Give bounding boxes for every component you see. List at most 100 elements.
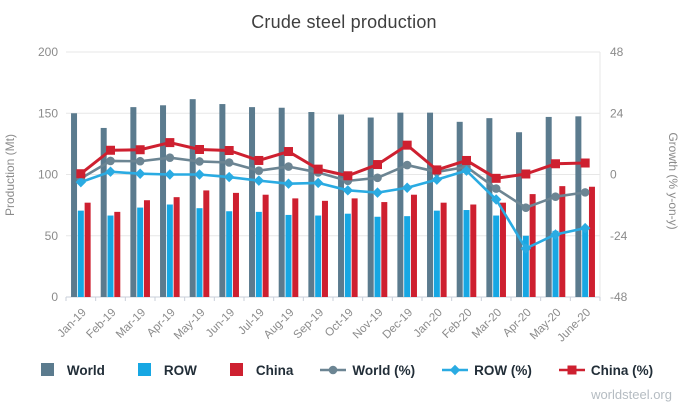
- bar-china: [321, 200, 328, 297]
- marker-square: [135, 145, 145, 155]
- bar-china: [499, 202, 506, 297]
- bar-china: [292, 198, 299, 297]
- marker-diamond: [431, 174, 443, 185]
- bar-world: [278, 107, 285, 297]
- bar-row: [374, 216, 381, 297]
- marker-diamond: [134, 168, 146, 179]
- marker-diamond: [342, 185, 354, 196]
- marker-circle: [551, 192, 560, 202]
- x-axis-label: Nov-19: [351, 307, 386, 342]
- bar-world: [486, 118, 493, 298]
- bar-china: [84, 202, 91, 297]
- bar-row: [77, 210, 84, 297]
- legend-label: China: [255, 362, 294, 378]
- bar-world: [397, 112, 404, 297]
- legend-item-china[interactable]: China: [224, 362, 294, 378]
- marker-square: [343, 171, 353, 181]
- legend-swatch-row: [137, 363, 151, 376]
- bar-row: [582, 227, 589, 297]
- bar-world: [367, 117, 374, 297]
- bar-row: [404, 216, 411, 297]
- x-axis-label: Aug-19: [262, 307, 297, 342]
- legend-item-world[interactable]: World: [35, 362, 105, 378]
- marker-diamond: [164, 169, 176, 180]
- marker-circle: [491, 184, 501, 193]
- bar-china: [410, 194, 417, 297]
- bar-row: [522, 235, 529, 297]
- x-axis-label: Sep-19: [292, 307, 327, 342]
- marker-diamond: [579, 222, 591, 234]
- legend-item-row[interactable]: ROW: [132, 362, 197, 378]
- marker-square: [432, 165, 442, 175]
- marker-square: [254, 155, 264, 165]
- bar-row: [226, 211, 233, 297]
- left-axis-tick-label: 150: [38, 106, 58, 120]
- bar-row: [255, 211, 262, 297]
- watermark-link[interactable]: worldsteel.org: [591, 387, 672, 402]
- right-axis-tick-label: 0: [610, 168, 617, 182]
- line-row: [80, 169, 586, 250]
- marker-circle: [135, 156, 145, 166]
- marker-diamond: [461, 165, 472, 176]
- marker-circle: [373, 173, 382, 183]
- marker-diamond: [372, 187, 383, 198]
- x-axis-label: Feb-19: [84, 307, 118, 341]
- marker-diamond: [312, 177, 324, 189]
- marker-diamond: [550, 229, 561, 240]
- legend-item-row[interactable]: ROW (%): [442, 362, 532, 378]
- marker-square: [373, 160, 382, 170]
- bar-world: [100, 127, 107, 297]
- x-axis-label: Jun-19: [204, 307, 237, 340]
- bar-row: [493, 215, 500, 297]
- bar-world: [575, 116, 582, 297]
- bar-world: [71, 113, 78, 297]
- left-axis-tick-label: 200: [38, 45, 58, 59]
- marker-square: [551, 159, 560, 169]
- bar-china: [470, 204, 477, 297]
- bar-world: [545, 116, 552, 297]
- x-axis-label: May-19: [172, 307, 208, 343]
- bar-world: [249, 107, 256, 297]
- marker-square: [106, 145, 115, 155]
- line-world: [80, 156, 586, 209]
- bar-row: [552, 230, 559, 297]
- bar-world: [160, 105, 167, 297]
- bar-china: [440, 202, 447, 297]
- marker-diamond: [401, 182, 413, 194]
- right-axis-tick-label: 48: [610, 45, 624, 59]
- right-axis-tick-label: 24: [610, 106, 624, 120]
- marker-square: [580, 158, 590, 168]
- left-axis-tick-label: 100: [38, 168, 58, 182]
- bar-world: [308, 112, 315, 298]
- legend-label: World: [66, 362, 105, 378]
- marker-circle: [224, 158, 234, 167]
- x-axis-label: Jan-20: [412, 307, 445, 340]
- legend-label: ROW: [163, 362, 197, 378]
- marker-circle: [106, 156, 115, 166]
- x-axis-label: Dec-19: [381, 307, 416, 342]
- bar-world: [427, 112, 434, 297]
- legend-label: ROW (%): [474, 362, 532, 378]
- marker-diamond: [105, 166, 116, 177]
- marker-diamond: [253, 175, 265, 186]
- bar-china: [114, 211, 121, 297]
- bar-row: [107, 215, 114, 297]
- bar-row: [166, 204, 173, 297]
- chart-title: Crude steel production: [251, 12, 437, 32]
- marker-square: [195, 144, 204, 154]
- bar-china: [143, 200, 150, 297]
- right-axis-title: Growth (% y-on-y): [666, 132, 680, 230]
- legend-swatch-china: [558, 365, 585, 375]
- marker-square: [462, 155, 471, 165]
- x-axis-label: Mar-20: [470, 307, 504, 341]
- left-axis-tick-label: 50: [45, 229, 59, 243]
- legend-item-china[interactable]: China (%): [558, 362, 653, 378]
- right-axis-tick-label: -48: [610, 290, 628, 304]
- bar-china: [173, 197, 180, 297]
- marker-square: [284, 147, 293, 157]
- bar-china: [588, 186, 595, 297]
- marker-square: [402, 140, 412, 150]
- bar-china: [351, 198, 358, 297]
- legend-item-world[interactable]: World (%): [320, 362, 415, 378]
